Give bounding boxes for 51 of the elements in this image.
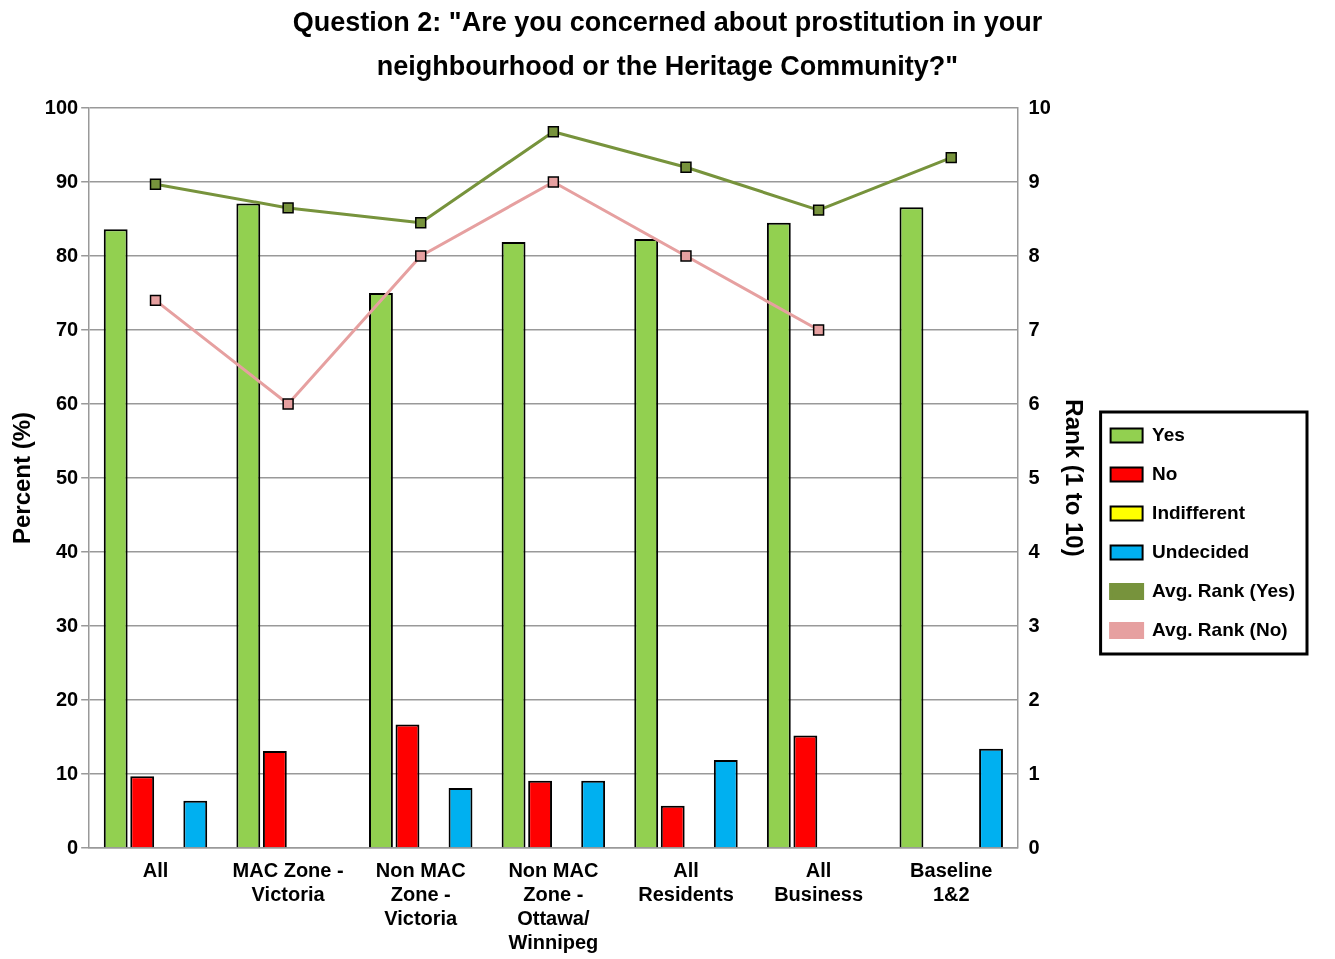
- y2-tick-label: 1: [1028, 761, 1040, 784]
- x-tick-label: Baseline 1&2: [910, 858, 993, 905]
- point: [680, 161, 692, 173]
- y2-tick-label: 5: [1028, 465, 1040, 488]
- point: [547, 176, 560, 188]
- y2-tick-label: 4: [1028, 539, 1041, 562]
- legend-label: Yes: [1152, 423, 1185, 445]
- legend-label: No: [1152, 462, 1178, 484]
- legend-label: Indifferent: [1152, 501, 1246, 523]
- chart-title: Question 2: "Are you concerned about prostitution in your neighbourhood or the Heritage Community?": [291, 6, 1044, 83]
- y2-tick-label: 6: [1028, 391, 1040, 414]
- point: [149, 294, 162, 307]
- y-tick-label: 70: [55, 317, 79, 340]
- legend-label: Undecided: [1152, 540, 1250, 562]
- point: [149, 178, 162, 190]
- y-tick-label: 80: [55, 243, 79, 266]
- point: [812, 204, 825, 216]
- y-tick-label: 50: [55, 465, 79, 488]
- point: [282, 398, 294, 410]
- y2-tick-label: 7: [1028, 317, 1040, 340]
- y2-tick-label: 3: [1028, 613, 1040, 636]
- point: [282, 202, 294, 214]
- y-tick-label: 0: [67, 835, 79, 858]
- y-tick-label: 20: [55, 687, 79, 710]
- y-axis-title: Percent (%): [8, 411, 36, 545]
- y-tick-label: 60: [55, 391, 79, 414]
- x-tick-label: Non MAC Zone - Victoria: [375, 858, 466, 929]
- y-tick-label: 10: [55, 761, 79, 784]
- x-tick-label: MAC Zone - Victoria: [232, 858, 344, 905]
- y2-tick-label: 8: [1028, 243, 1040, 266]
- y2-axis-title: Rank (1 to 10): [1060, 399, 1088, 557]
- point: [415, 250, 427, 262]
- y2-tick-label: 2: [1028, 687, 1040, 710]
- x-tick-label: All Residents: [638, 858, 734, 905]
- point: [812, 324, 825, 336]
- y2-tick-label: 10: [1028, 95, 1051, 118]
- x-tick-label: All: [142, 858, 169, 881]
- point: [547, 125, 560, 138]
- y-tick-label: 40: [55, 539, 79, 562]
- y-tick-label: 30: [55, 613, 79, 636]
- y-tick-label: 100: [44, 95, 79, 118]
- point: [680, 250, 692, 262]
- x-tick-label: All Business: [774, 858, 864, 905]
- legend-label: Avg. Rank (Yes): [1152, 579, 1296, 601]
- y-tick-label: 90: [55, 169, 79, 192]
- y2-tick-label: 9: [1028, 169, 1040, 192]
- legend-label: Avg. Rank (No): [1152, 618, 1288, 640]
- x-tick-label: Non MAC Zone - Ottawa/ Winnipeg: [508, 858, 599, 953]
- point: [945, 151, 957, 164]
- y2-tick-label: 0: [1028, 835, 1040, 858]
- point: [415, 217, 427, 229]
